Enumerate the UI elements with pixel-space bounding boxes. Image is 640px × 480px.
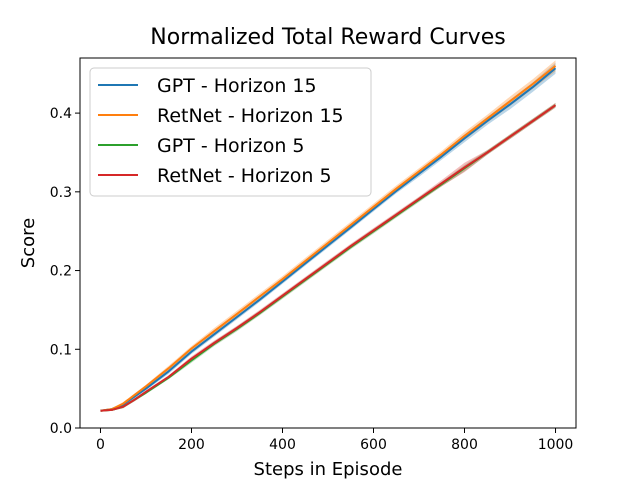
series-line-1 [100,65,557,412]
x-tick-label: 400 [269,437,296,453]
legend-entry-3: RetNet - Horizon 5 [157,165,332,187]
x-tick-label: 1000 [538,437,574,453]
y-tick-label: 0.2 [50,264,72,280]
series-lines [100,65,557,412]
series-line-0 [100,67,557,412]
y-tick-label: 0.0 [50,421,72,437]
y-tick-label: 0.4 [50,106,72,122]
x-tick-label: 800 [451,437,478,453]
legend-entry-2: GPT - Horizon 5 [157,135,305,157]
x-tick-label: 200 [178,437,205,453]
legend-entry-0: GPT - Horizon 15 [157,75,317,97]
plot-frame [79,57,577,429]
chart-title: Normalized Total Reward Curves [150,25,505,50]
x-axis-ticks: 0 200 400 600 800 1000 [96,428,573,453]
x-tick-label: 0 [96,437,105,453]
legend: GPT - Horizon 15 RetNet - Horizon 15 GPT -… [89,67,372,197]
x-tick-label: 600 [360,437,387,453]
legend-box [89,67,372,197]
y-axis-ticks: 0.0 0.1 0.2 0.3 0.4 [50,106,80,437]
y-tick-label: 0.3 [50,185,72,201]
y-axis-label: Score [18,218,39,268]
series-band-3 [100,102,556,412]
y-tick-label: 0.1 [50,342,72,358]
x-axis-label: Steps in Episode [254,459,403,480]
legend-entry-1: RetNet - Horizon 15 [157,105,344,127]
series-line-3 [100,104,557,412]
confidence-bands [100,60,556,412]
